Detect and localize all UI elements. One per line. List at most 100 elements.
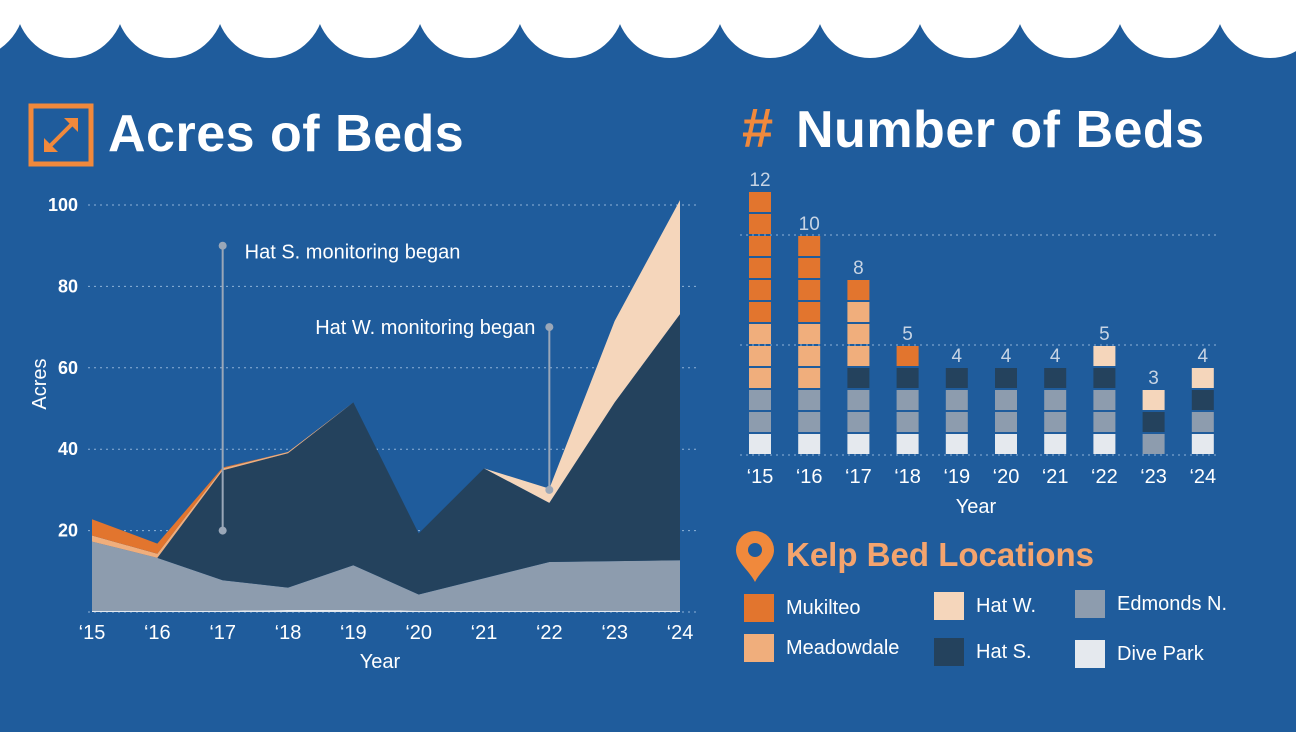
x-tick-label: ‘16: [796, 466, 823, 488]
bed-unit-meadowdale: [798, 368, 821, 388]
bar-total-label: 4: [1198, 346, 1209, 367]
cloud-wave-shape: [0, 0, 1296, 58]
bed-unit-mukilteo: [749, 236, 771, 256]
bed-unit-meadowdale: [847, 346, 870, 366]
beds-bar-chart: 12 ‘15 10 ‘16 8 ‘17 5 ‘18 4 ‘19 4 ‘20 4 ‘21 5 ‘22 3 ‘23 4 ‘…: [740, 170, 1220, 518]
bed-unit-edmonds-n: [995, 412, 1017, 432]
bed-unit-dive-park: [1044, 434, 1067, 454]
bed-unit-edmonds-n: [1142, 434, 1165, 454]
bed-unit-dive-park: [749, 434, 771, 454]
map-pin-icon: [736, 531, 774, 582]
x-tick-label: ‘24: [667, 622, 694, 644]
x-tick-label: ‘24: [1189, 466, 1216, 488]
bar-total-label: 12: [749, 170, 770, 191]
bed-unit-dive-park: [847, 434, 870, 454]
legend-swatch: [934, 638, 964, 666]
x-tick-label: ‘19: [340, 622, 367, 644]
legend-label: Hat S.: [976, 640, 1032, 663]
x-tick-label: ‘21: [1042, 466, 1069, 488]
bed-unit-edmonds-n: [995, 390, 1017, 410]
legend-item-edmonds-n: Edmonds N.: [1075, 590, 1227, 618]
bed-unit-dive-park: [798, 434, 821, 454]
bed-unit-mukilteo: [749, 280, 771, 300]
bar-total-label: 5: [1099, 324, 1110, 345]
annotation-dot: [545, 485, 554, 494]
bar-total-label: 10: [799, 214, 820, 235]
annotation-dot: [218, 526, 227, 535]
bar-total-label: 5: [902, 324, 913, 345]
bed-unit-dive-park: [945, 434, 968, 454]
cloud-wave-border: [0, 0, 1296, 58]
bed-unit-dive-park: [995, 434, 1017, 454]
x-tick-label: ‘21: [471, 622, 498, 644]
legend-swatch: [1075, 590, 1105, 618]
legend-label: Edmonds N.: [1117, 592, 1228, 615]
bed-unit-mukilteo: [847, 280, 870, 300]
x-tick-label: ‘19: [943, 466, 970, 488]
bar-total-label: 4: [1001, 346, 1012, 367]
x-tick-label: ‘23: [1140, 466, 1167, 488]
bed-unit-edmonds-n: [847, 412, 870, 432]
y-axis-label: Acres: [29, 359, 51, 410]
annotation-text: Hat W. monitoring began: [315, 317, 535, 339]
bed-unit-edmonds-n: [1093, 390, 1116, 410]
bed-unit-hat-s: [847, 368, 870, 388]
x-axis-label: Year: [360, 651, 401, 673]
bed-unit-mukilteo: [749, 302, 771, 322]
bed-unit-hat-s: [1044, 368, 1067, 388]
x-tick-label: ‘18: [275, 622, 302, 644]
bed-unit-dive-park: [1191, 434, 1214, 454]
bed-unit-hat-s: [995, 368, 1017, 388]
bed-unit-edmonds-n: [945, 412, 968, 432]
legend-label: Meadowdale: [786, 636, 900, 659]
bed-unit-dive-park: [1093, 434, 1116, 454]
legend-label: Mukilteo: [786, 596, 861, 619]
y-tick-label: 100: [48, 195, 78, 215]
legend-item-hat-w: Hat W.: [934, 592, 1036, 620]
y-tick-label: 40: [58, 439, 78, 459]
y-tick-label: 60: [58, 358, 78, 378]
legend-swatch: [934, 592, 964, 620]
bed-unit-meadowdale: [749, 346, 771, 366]
bed-unit-hat-s: [1093, 368, 1116, 388]
bed-unit-hat-w: [1142, 390, 1165, 410]
bed-unit-meadowdale: [749, 368, 771, 388]
bed-unit-mukilteo: [798, 280, 821, 300]
bar-total-label: 4: [1050, 346, 1061, 367]
bar-total-label: 8: [853, 258, 864, 279]
annotation-text: Hat S. monitoring began: [245, 242, 461, 264]
number-title: Number of Beds: [796, 101, 1205, 159]
legend-swatch: [744, 594, 774, 622]
bed-unit-meadowdale: [798, 324, 821, 344]
annotation-dot: [545, 323, 554, 332]
bed-unit-edmonds-n: [1044, 412, 1067, 432]
x-axis-label: Year: [956, 496, 997, 518]
bed-unit-meadowdale: [847, 324, 870, 344]
bed-unit-edmonds-n: [749, 390, 771, 410]
y-tick-label: 80: [58, 276, 78, 296]
legend-swatch: [744, 634, 774, 662]
bed-unit-edmonds-n: [798, 412, 821, 432]
x-tick-label: ‘15: [747, 466, 774, 488]
expand-arrows-icon: [28, 103, 94, 167]
x-tick-label: ‘15: [79, 622, 106, 644]
bed-unit-edmonds-n: [896, 412, 919, 432]
y-tick-label: 20: [58, 521, 78, 541]
bed-unit-mukilteo: [749, 258, 771, 278]
bed-unit-mukilteo: [798, 258, 821, 278]
bed-unit-meadowdale: [847, 302, 870, 322]
bar-total-label: 4: [952, 346, 963, 367]
locations-title: Kelp Bed Locations: [786, 536, 1095, 573]
x-tick-label: ‘22: [1091, 466, 1118, 488]
x-tick-label: ‘16: [144, 622, 171, 644]
bed-unit-edmonds-n: [749, 412, 771, 432]
bed-unit-hat-w: [1093, 346, 1116, 366]
legend-label: Hat W.: [976, 594, 1037, 617]
x-tick-label: ‘20: [405, 622, 432, 644]
x-tick-label: ‘18: [894, 466, 921, 488]
x-tick-label: ‘23: [601, 622, 628, 644]
legend-item-hat-s: Hat S.: [934, 638, 1032, 666]
bed-unit-edmonds-n: [1044, 390, 1067, 410]
bar-total-label: 3: [1148, 368, 1159, 389]
x-tick-label: ‘17: [209, 622, 236, 644]
